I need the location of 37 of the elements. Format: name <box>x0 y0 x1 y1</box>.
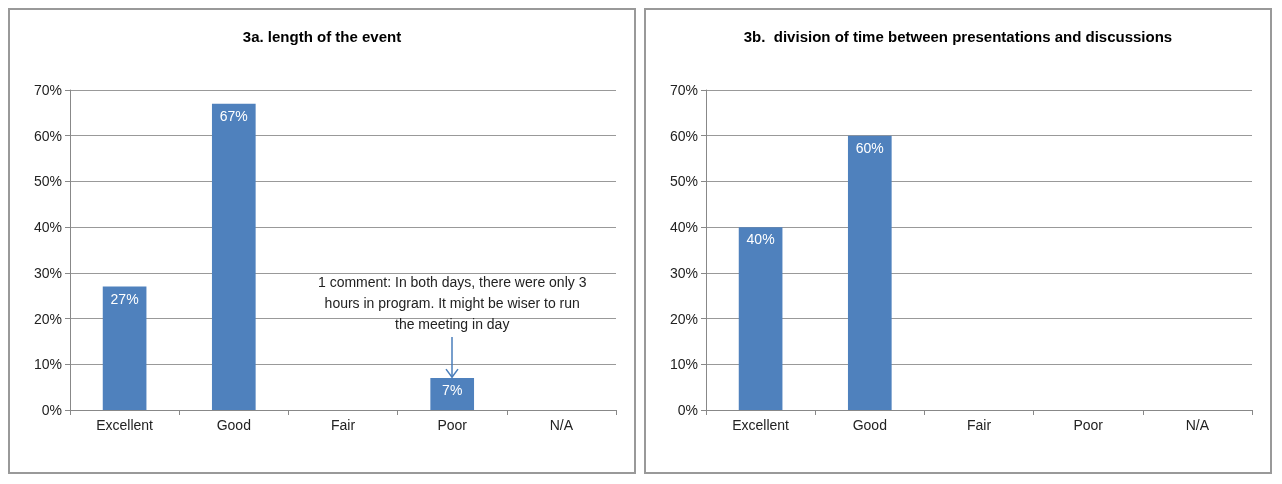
y-tick-label: 40% <box>669 219 698 236</box>
y-tick-label: 20% <box>33 310 62 327</box>
x-tick-label: Excellent <box>732 417 790 433</box>
y-tick-label: 60% <box>669 127 698 144</box>
x-tick-label: Fair <box>330 417 356 433</box>
y-tick-label: 40% <box>33 219 62 236</box>
data-label: 60% <box>855 139 884 156</box>
chart-title: 3b. division of time between presentations and discussions <box>743 28 1173 45</box>
y-tick-label: 50% <box>669 173 698 190</box>
y-tick-label: 10% <box>669 356 698 373</box>
y-tick-label: 70% <box>669 82 698 98</box>
y-tick-label: 50% <box>33 173 62 190</box>
bar <box>211 103 256 410</box>
x-tick-label: Excellent <box>96 417 154 433</box>
data-label: 27% <box>110 290 139 307</box>
y-tick-label: 0% <box>677 402 698 418</box>
y-tick-label: 60% <box>33 127 62 144</box>
chart-title: 3a. length of the event <box>242 28 402 45</box>
y-tick-label: 70% <box>33 82 62 98</box>
y-tick-label: 30% <box>33 264 62 281</box>
y-tick-label: 20% <box>669 310 698 327</box>
y-tick-label: 30% <box>669 264 698 281</box>
x-tick-label: N/A <box>549 417 574 433</box>
y-tick-label: 10% <box>33 356 62 373</box>
x-tick-label: Poor <box>1073 417 1104 433</box>
x-tick-label: Fair <box>966 417 992 433</box>
x-tick-label: N/A <box>1185 417 1210 433</box>
data-label: 67% <box>219 107 248 124</box>
x-tick-label: Good <box>852 417 887 433</box>
x-tick-label: Poor <box>437 417 468 433</box>
bar <box>430 378 475 410</box>
data-label: 40% <box>746 231 775 248</box>
y-tick-label: 0% <box>41 402 62 418</box>
bar <box>102 286 147 410</box>
data-label: 7% <box>442 382 463 398</box>
annotation: 1 comment: In both days, there were only 3 hours in program. It might be wiser to run the meeting in day <box>317 274 587 333</box>
x-tick-label: Good <box>216 417 251 433</box>
